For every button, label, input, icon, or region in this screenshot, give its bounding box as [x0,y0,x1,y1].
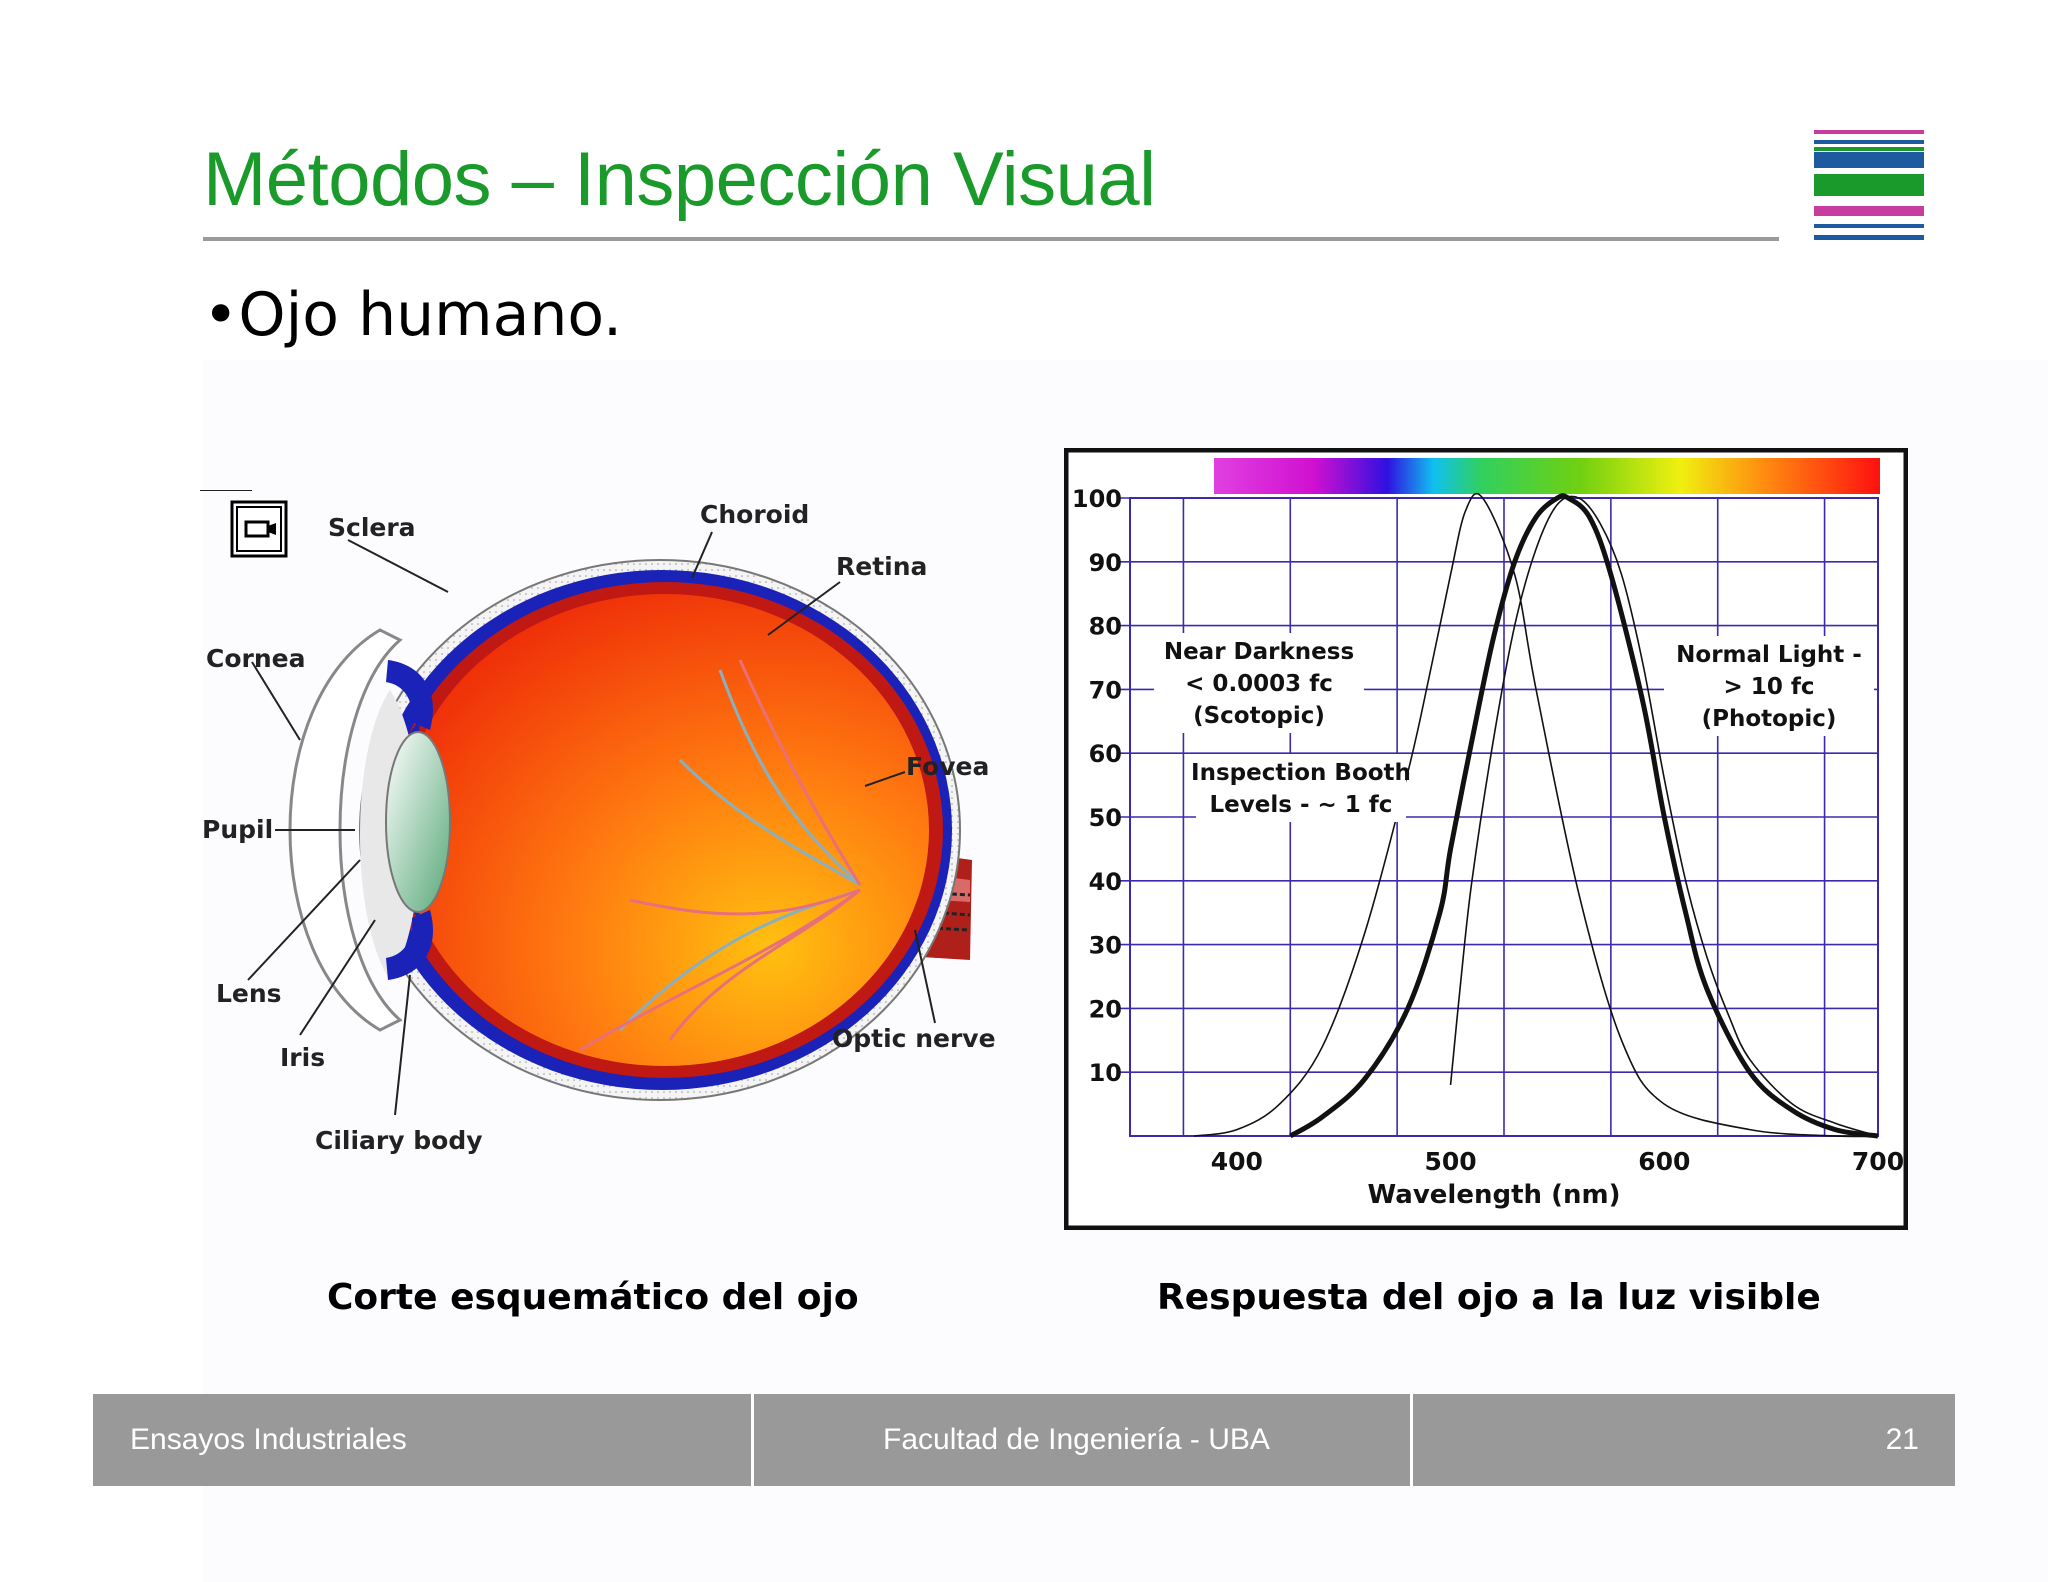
y-tick-label: 70 [1089,676,1122,704]
chart-frame [1063,447,1909,1231]
scotopic-annotation-text: < 0.0003 fc [1185,671,1333,697]
response-curve [1289,493,1879,1139]
photopic-annotation-text: (Photopic) [1702,706,1837,732]
y-tick-label: 100 [1072,485,1122,513]
fovea-label: Fovea [906,752,989,781]
vitreous-body [401,594,929,1066]
photopic-annotation-text: Normal Light - [1676,642,1862,668]
photopic-annotation-text: > 10 fc [1724,674,1815,700]
pupil-label: Pupil [202,815,273,844]
footer-divider [1410,1394,1413,1486]
ciliary-body-label: Ciliary body [315,1126,483,1155]
logo-stripe [1814,224,1924,228]
film-camera-icon[interactable] [230,500,288,558]
eye-diagram-caption: Corte esquemático del ojo [327,1277,859,1318]
y-tick-label: 20 [1089,995,1122,1023]
y-tick-label: 60 [1089,740,1122,768]
choroid-label: Choroid [700,500,809,529]
logo-stripe [1814,130,1924,134]
retina-label: Retina [836,552,927,581]
response-curve [1193,492,1879,1138]
footer-divider [751,1394,754,1486]
booth-annotation-text: Levels - ~ 1 fc [1210,792,1393,818]
y-tick-label: 50 [1089,804,1122,832]
scotopic-annotation-background [1154,633,1364,733]
logo-stripe-blue-band [1814,152,1924,168]
cornea-label: Cornea [206,644,305,673]
booth-annotation-background [1196,754,1406,822]
footer-page-number: 21 [1885,1423,1919,1456]
visible-spectrum-bar [1214,458,1880,494]
university-logo [1814,130,1924,242]
x-axis-label: Wavelength (nm) [1368,1180,1621,1210]
sclera-label: Sclera [328,513,416,542]
y-tick-label: 80 [1089,613,1122,641]
iris-label: Iris [280,1043,325,1072]
cornea-shape [288,628,403,1032]
x-tick-label: 600 [1638,1147,1690,1176]
spectral-response-chart: 10 20 30 40 50 60 70 80 90 100 400 500 600 700 Near … [1063,447,1909,1231]
y-tick-label: 90 [1089,549,1122,577]
footer-faculty: Facultad de Ingeniería - UBA [883,1423,1270,1456]
x-tick-label: 500 [1424,1147,1476,1176]
lens-label: Lens [216,979,282,1008]
slide-footer: Ensayos Industriales Facultad de Ingenie… [93,1394,1955,1486]
title-underline [203,237,1779,241]
logo-stripe [1814,147,1924,151]
response-curve [1449,495,1879,1137]
y-tick-label: 30 [1089,932,1122,960]
scotopic-annotation-text: (Scotopic) [1193,703,1325,729]
bullet-item: •Ojo humano. [203,280,623,350]
scotopic-annotation-text: Near Darkness [1164,639,1354,665]
logo-stripe [1814,235,1924,240]
photopic-annotation-background [1664,636,1874,736]
logo-stripe [1814,206,1924,216]
x-tick-label: 400 [1211,1147,1263,1176]
footer-course: Ensayos Industriales [130,1423,407,1456]
y-tick-label: 40 [1089,868,1122,896]
slide-title: Métodos – Inspección Visual [203,137,1156,222]
logo-stripe [1814,174,1924,196]
retinal-vessels [579,659,862,1052]
chart-caption: Respuesta del ojo a la luz visible [1157,1277,1821,1318]
optic-nerve-label: Optic nerve [832,1024,996,1053]
label-leader-lines [200,489,936,1116]
booth-annotation-text: Inspection Booth [1191,760,1411,786]
x-tick-label: 700 [1852,1147,1904,1176]
eye-cross-section-diagram: Sclera Choroid Retina Cornea Fovea Pupil… [200,489,1000,1170]
lens-shape [385,731,451,913]
y-tick-label: 10 [1089,1059,1122,1087]
logo-stripe [1814,140,1924,144]
